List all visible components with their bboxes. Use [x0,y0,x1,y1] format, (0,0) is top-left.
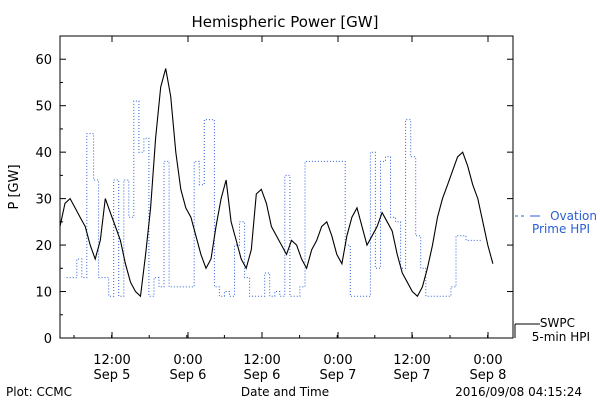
swpc-legend-line2: 5-min HPI [532,330,590,344]
plot-frame [59,35,514,339]
x-tick-label-date: Sep 8 [470,368,507,383]
y-tick-label: 30 [35,193,52,208]
ovation-legend-line1: Ovation [550,209,597,223]
x-tick-label-time: 12:00 [243,353,280,368]
y-tick-label: 10 [35,286,52,301]
plot-credit: Plot: CCMC [6,385,72,399]
y-axis-label: P [GW] [7,164,22,209]
y-tick-label: 0 [44,332,52,347]
swpc-series-line [60,68,494,298]
x-axis-label: Date and Time [241,385,329,399]
y-axis-ticks: 0 10 20 30 40 50 60 [35,53,513,347]
ovation-prime-series-line [66,100,482,297]
ovation-legend-line2: Prime HPI [532,222,590,236]
swpc-legend-line1: SWPC [540,316,575,330]
x-tick-label-date: Sep 7 [320,368,357,383]
x-tick-label-date: Sep 6 [244,368,281,383]
x-tick-label-time: 12:00 [393,353,430,368]
x-tick-label-time: 0:00 [473,353,502,368]
x-tick-label-time: 12:00 [93,353,130,368]
y-tick-label: 20 [35,239,52,254]
y-tick-label: 50 [35,100,52,115]
y-tick-label: 60 [35,53,52,68]
y-tick-label: 40 [35,146,52,161]
x-tick-label-date: Sep 7 [394,368,431,383]
swpc-legend: SWPC 5-min HPI [514,316,590,344]
x-tick-label-time: 0:00 [173,353,202,368]
timestamp: 2016/09/08 04:15:24 [455,385,582,399]
x-tick-label-date: Sep 5 [94,368,131,383]
ovation-legend: Ovation Prime HPI [515,209,597,236]
x-tick-label-time: 0:00 [323,353,352,368]
x-tick-label-date: Sep 6 [170,368,207,383]
chart-title: Hemispheric Power [GW] [192,13,379,31]
